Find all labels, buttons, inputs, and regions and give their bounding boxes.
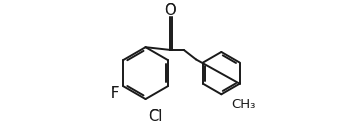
Text: F: F — [111, 86, 119, 101]
Bar — [112, 89, 118, 98]
Text: F: F — [111, 86, 119, 101]
Text: Cl: Cl — [148, 109, 163, 124]
Bar — [167, 6, 173, 15]
Text: O: O — [164, 3, 176, 18]
Text: CH₃: CH₃ — [232, 98, 256, 111]
Bar — [151, 112, 159, 122]
Text: Cl: Cl — [148, 109, 163, 124]
Text: O: O — [164, 3, 176, 18]
